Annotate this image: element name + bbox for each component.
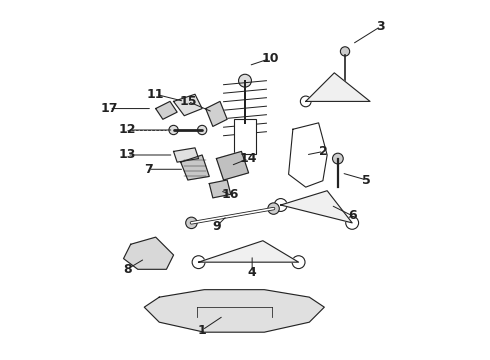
Polygon shape [206, 102, 227, 126]
Polygon shape [306, 73, 370, 102]
Text: 4: 4 [248, 266, 257, 279]
Text: 8: 8 [123, 263, 131, 276]
Bar [234, 119, 256, 154]
Polygon shape [144, 290, 324, 332]
Text: 10: 10 [261, 52, 279, 65]
Text: 5: 5 [362, 174, 371, 186]
Circle shape [192, 256, 205, 269]
Polygon shape [123, 237, 173, 269]
Circle shape [268, 203, 279, 214]
Circle shape [274, 199, 287, 211]
Text: 2: 2 [319, 145, 328, 158]
Polygon shape [173, 148, 198, 162]
Text: 16: 16 [222, 188, 240, 201]
Circle shape [211, 302, 221, 312]
Text: 13: 13 [119, 148, 136, 162]
Circle shape [346, 216, 359, 229]
Text: 12: 12 [119, 123, 136, 136]
Polygon shape [181, 155, 209, 180]
Polygon shape [198, 241, 298, 262]
Text: 1: 1 [198, 324, 206, 337]
Circle shape [341, 47, 350, 56]
Circle shape [169, 125, 178, 135]
Text: 7: 7 [144, 163, 153, 176]
Polygon shape [173, 94, 202, 116]
Circle shape [217, 314, 228, 325]
Text: 11: 11 [147, 88, 165, 101]
Circle shape [186, 217, 197, 229]
Polygon shape [217, 152, 248, 180]
Circle shape [333, 153, 343, 164]
Text: 9: 9 [212, 220, 220, 233]
Circle shape [197, 125, 207, 135]
Circle shape [239, 74, 251, 87]
Circle shape [247, 302, 258, 312]
Circle shape [241, 314, 252, 325]
Polygon shape [209, 180, 231, 198]
Text: 15: 15 [179, 95, 196, 108]
Text: 3: 3 [376, 20, 385, 33]
Polygon shape [281, 191, 352, 223]
Circle shape [292, 256, 305, 269]
Circle shape [300, 96, 311, 107]
Text: 14: 14 [240, 152, 257, 165]
Circle shape [304, 149, 317, 161]
Polygon shape [156, 102, 177, 119]
Polygon shape [289, 123, 327, 187]
Text: 17: 17 [100, 102, 118, 115]
Text: 6: 6 [348, 209, 357, 222]
